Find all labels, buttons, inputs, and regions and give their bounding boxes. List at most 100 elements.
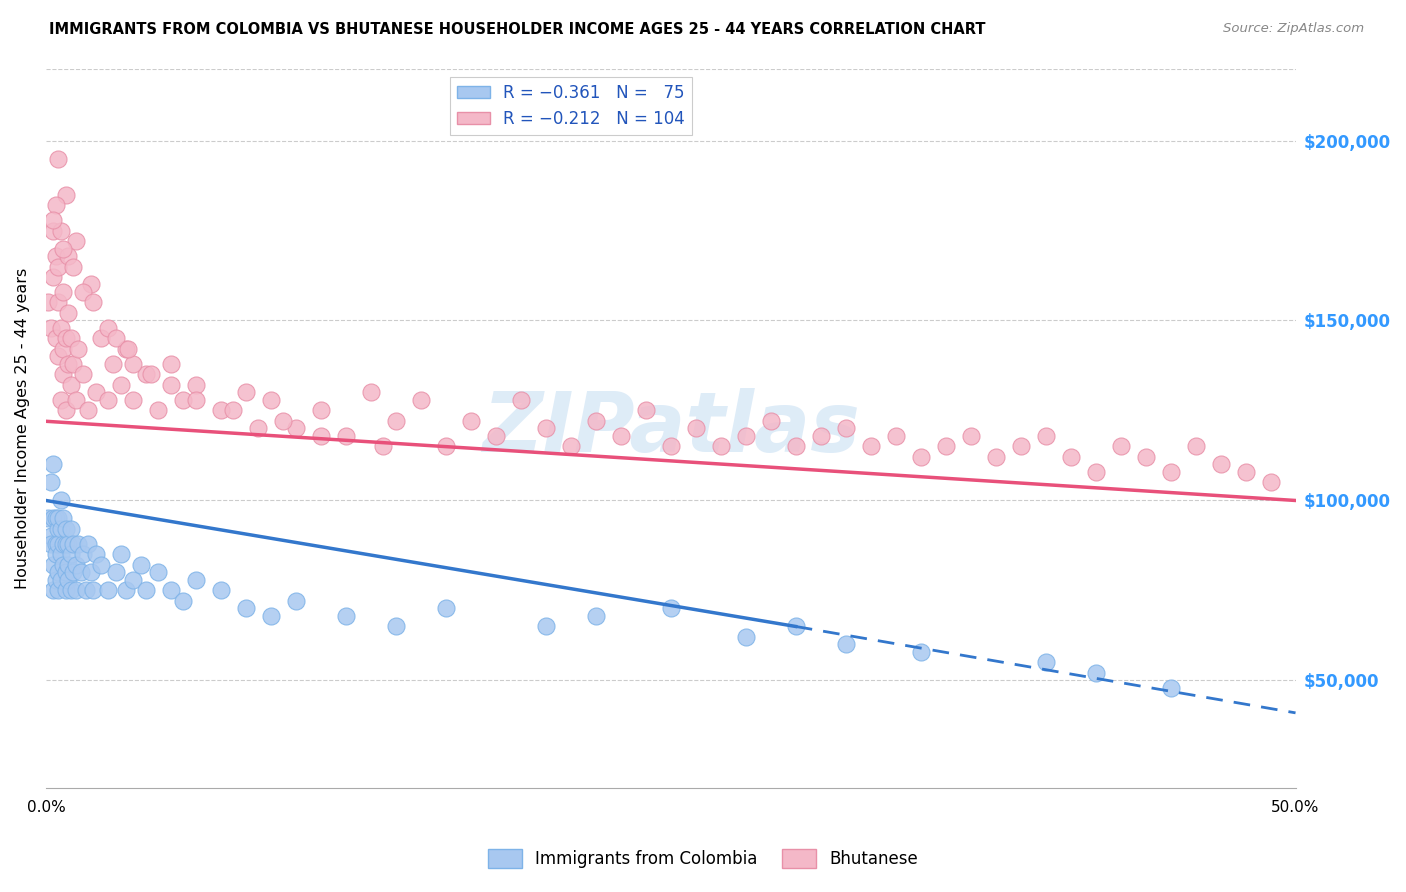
Point bbox=[59, 522, 82, 536]
Point bbox=[72, 368, 94, 382]
Point bbox=[104, 566, 127, 580]
Point bbox=[184, 378, 207, 392]
Point bbox=[45, 331, 67, 345]
Point bbox=[534, 421, 557, 435]
Point bbox=[52, 558, 75, 573]
Point bbox=[1010, 440, 1032, 454]
Point bbox=[48, 260, 70, 274]
Point bbox=[135, 583, 157, 598]
Point bbox=[117, 343, 139, 357]
Point bbox=[509, 392, 531, 407]
Point bbox=[62, 357, 84, 371]
Point bbox=[65, 583, 87, 598]
Point bbox=[37, 511, 59, 525]
Point bbox=[42, 223, 65, 237]
Point bbox=[39, 536, 62, 550]
Point bbox=[309, 428, 332, 442]
Point bbox=[785, 440, 807, 454]
Point bbox=[172, 594, 194, 608]
Point bbox=[58, 306, 80, 320]
Point bbox=[45, 573, 67, 587]
Point bbox=[1160, 681, 1182, 695]
Point bbox=[104, 331, 127, 345]
Point bbox=[62, 536, 84, 550]
Point bbox=[959, 428, 981, 442]
Point bbox=[42, 583, 65, 598]
Point bbox=[49, 223, 72, 237]
Point bbox=[659, 601, 682, 615]
Point bbox=[335, 428, 357, 442]
Point bbox=[373, 440, 395, 454]
Point bbox=[59, 548, 82, 562]
Point bbox=[72, 285, 94, 299]
Point bbox=[309, 403, 332, 417]
Point bbox=[585, 414, 607, 428]
Point bbox=[560, 440, 582, 454]
Point bbox=[260, 608, 283, 623]
Point bbox=[148, 566, 170, 580]
Point bbox=[49, 493, 72, 508]
Point bbox=[247, 421, 270, 435]
Point bbox=[72, 548, 94, 562]
Point bbox=[49, 392, 72, 407]
Point bbox=[935, 440, 957, 454]
Point bbox=[58, 249, 80, 263]
Point bbox=[77, 403, 100, 417]
Point bbox=[409, 392, 432, 407]
Point bbox=[910, 645, 932, 659]
Point bbox=[48, 583, 70, 598]
Point bbox=[97, 583, 120, 598]
Point bbox=[122, 573, 145, 587]
Point bbox=[77, 536, 100, 550]
Point bbox=[659, 440, 682, 454]
Point bbox=[45, 198, 67, 212]
Point bbox=[148, 403, 170, 417]
Point bbox=[52, 511, 75, 525]
Point bbox=[859, 440, 882, 454]
Point bbox=[58, 536, 80, 550]
Point bbox=[834, 421, 856, 435]
Point bbox=[48, 536, 70, 550]
Point bbox=[48, 152, 70, 166]
Point bbox=[55, 536, 77, 550]
Point bbox=[1209, 458, 1232, 472]
Point bbox=[58, 558, 80, 573]
Point bbox=[284, 421, 307, 435]
Point bbox=[260, 392, 283, 407]
Point bbox=[37, 295, 59, 310]
Point bbox=[209, 583, 232, 598]
Point bbox=[45, 536, 67, 550]
Point bbox=[48, 350, 70, 364]
Legend: R = −0.361   N =   75, R = −0.212   N = 104: R = −0.361 N = 75, R = −0.212 N = 104 bbox=[450, 77, 692, 135]
Point bbox=[1084, 465, 1107, 479]
Point bbox=[434, 440, 457, 454]
Point bbox=[67, 343, 90, 357]
Point bbox=[1059, 450, 1081, 465]
Point bbox=[55, 331, 77, 345]
Point bbox=[1035, 428, 1057, 442]
Point bbox=[710, 440, 733, 454]
Point bbox=[759, 414, 782, 428]
Point bbox=[160, 357, 183, 371]
Point bbox=[62, 260, 84, 274]
Y-axis label: Householder Income Ages 25 - 44 years: Householder Income Ages 25 - 44 years bbox=[15, 268, 30, 589]
Point bbox=[39, 529, 62, 543]
Point bbox=[55, 583, 77, 598]
Point bbox=[75, 583, 97, 598]
Point bbox=[42, 212, 65, 227]
Point bbox=[534, 619, 557, 633]
Point bbox=[434, 601, 457, 615]
Point bbox=[1084, 666, 1107, 681]
Point bbox=[67, 536, 90, 550]
Point bbox=[97, 320, 120, 334]
Point bbox=[1035, 656, 1057, 670]
Text: IMMIGRANTS FROM COLOMBIA VS BHUTANESE HOUSEHOLDER INCOME AGES 25 - 44 YEARS CORR: IMMIGRANTS FROM COLOMBIA VS BHUTANESE HO… bbox=[49, 22, 986, 37]
Point bbox=[172, 392, 194, 407]
Point bbox=[610, 428, 633, 442]
Point bbox=[65, 235, 87, 249]
Point bbox=[80, 566, 103, 580]
Point bbox=[115, 343, 138, 357]
Point bbox=[42, 270, 65, 285]
Point bbox=[485, 428, 508, 442]
Point bbox=[52, 536, 75, 550]
